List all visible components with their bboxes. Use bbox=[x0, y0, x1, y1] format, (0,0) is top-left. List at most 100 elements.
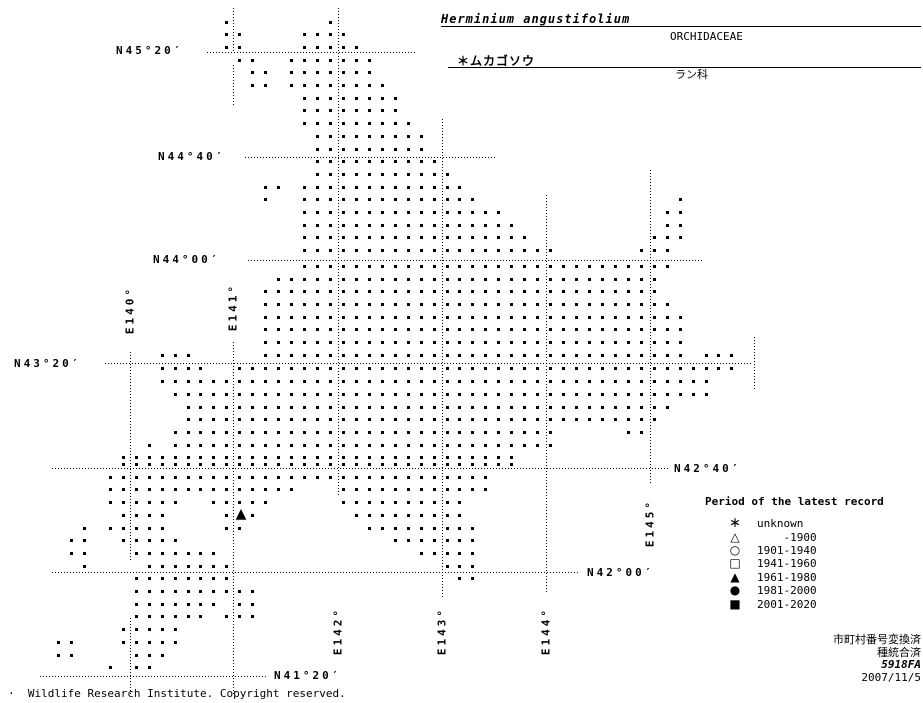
mesh-dot bbox=[290, 290, 294, 294]
mesh-dot bbox=[238, 33, 242, 37]
mesh-dot bbox=[316, 185, 319, 189]
mesh-dot bbox=[458, 513, 462, 517]
mesh-dot bbox=[575, 392, 578, 396]
legend-item-label: unknown bbox=[757, 517, 804, 531]
note-municipality-converted: 市町村番号変換済 bbox=[833, 633, 921, 646]
mesh-dot bbox=[212, 577, 216, 581]
mesh-dot bbox=[458, 367, 462, 371]
mesh-dot bbox=[419, 264, 423, 268]
mesh-dot bbox=[419, 341, 423, 344]
mesh-dot bbox=[367, 488, 371, 492]
mesh-dot bbox=[497, 211, 501, 214]
mesh-dot bbox=[575, 290, 578, 294]
mesh-dot bbox=[445, 277, 449, 281]
mesh-dot bbox=[367, 405, 371, 409]
mesh-dot bbox=[678, 367, 682, 371]
mesh-dot bbox=[316, 328, 319, 332]
mesh-dot bbox=[147, 456, 151, 460]
mesh-dot bbox=[199, 443, 203, 447]
mesh-dot bbox=[523, 405, 527, 409]
latitude-line bbox=[52, 572, 580, 573]
mesh-dot bbox=[82, 539, 86, 543]
mesh-dot bbox=[264, 380, 268, 384]
legend-item-label: 1941-1960 bbox=[757, 557, 817, 571]
mesh-dot bbox=[199, 463, 203, 466]
mesh-dot bbox=[328, 122, 332, 126]
mesh-dot bbox=[406, 539, 410, 543]
family-name-japanese: ラン科 bbox=[675, 68, 708, 81]
mesh-dot bbox=[341, 198, 345, 202]
mesh-dot bbox=[497, 443, 501, 447]
footer-notes: 市町村番号変換済 種統合済 5918FA 2007/11/5 bbox=[833, 633, 921, 684]
mesh-dot bbox=[212, 418, 216, 422]
mesh-dot bbox=[354, 236, 358, 240]
mesh-dot bbox=[290, 463, 294, 466]
mesh-dot bbox=[536, 405, 540, 409]
mesh-dot bbox=[393, 160, 397, 164]
mesh-dot bbox=[665, 341, 669, 344]
mesh-dot bbox=[626, 264, 630, 268]
mesh-dot bbox=[367, 198, 371, 202]
mesh-dot bbox=[393, 328, 397, 332]
mesh-dot bbox=[510, 277, 514, 281]
mesh-dot bbox=[341, 264, 345, 268]
mesh-dot bbox=[549, 418, 553, 422]
mesh-dot bbox=[613, 353, 617, 357]
mesh-dot bbox=[445, 353, 449, 357]
mesh-dot bbox=[160, 602, 164, 606]
mesh-dot bbox=[341, 456, 345, 460]
mesh-dot bbox=[303, 58, 307, 62]
mesh-dot bbox=[510, 463, 514, 466]
mesh-dot bbox=[419, 198, 423, 202]
mesh-dot bbox=[562, 341, 566, 344]
mesh-dot bbox=[354, 71, 358, 75]
mesh-dot bbox=[393, 463, 397, 466]
mesh-dot bbox=[367, 223, 371, 227]
mesh-dot bbox=[264, 418, 268, 422]
legend-item-label: 1981-2000 bbox=[757, 584, 817, 598]
mesh-dot bbox=[406, 236, 410, 240]
mesh-dot bbox=[328, 430, 332, 434]
mesh-dot bbox=[471, 392, 475, 396]
mesh-dot bbox=[678, 236, 682, 240]
mesh-dot bbox=[549, 380, 553, 384]
mesh-dot bbox=[484, 341, 488, 344]
mesh-dot bbox=[303, 475, 307, 479]
mesh-dot bbox=[316, 84, 319, 87]
mesh-dot bbox=[160, 463, 164, 466]
mesh-dot bbox=[549, 430, 553, 434]
mesh-dot bbox=[341, 367, 345, 371]
mesh-dot bbox=[419, 405, 423, 409]
mesh-dot bbox=[367, 513, 371, 517]
filled-circle-icon: ● bbox=[729, 583, 741, 598]
mesh-dot bbox=[419, 526, 423, 530]
mesh-dot bbox=[471, 418, 475, 422]
mesh-dot bbox=[432, 551, 436, 555]
mesh-dot bbox=[458, 341, 462, 344]
mesh-dot bbox=[238, 367, 242, 371]
mesh-dot bbox=[445, 475, 449, 479]
filled-triangle-icon: ▲ bbox=[730, 569, 740, 584]
mesh-dot bbox=[341, 109, 345, 113]
latitude-line bbox=[105, 363, 753, 364]
mesh-dot bbox=[341, 418, 345, 422]
mesh-dot bbox=[445, 302, 449, 306]
mesh-dot bbox=[419, 249, 423, 253]
mesh-dot bbox=[328, 463, 332, 466]
mesh-dot bbox=[393, 147, 397, 151]
mesh-dot bbox=[367, 134, 371, 138]
mesh-dot bbox=[380, 392, 384, 396]
mesh-dot bbox=[380, 380, 384, 384]
mesh-dot bbox=[147, 539, 151, 543]
mesh-dot bbox=[134, 513, 138, 517]
mesh-dot bbox=[290, 353, 294, 357]
mesh-dot bbox=[186, 353, 190, 357]
mesh-dot bbox=[665, 249, 669, 253]
mesh-dot bbox=[678, 198, 682, 202]
legend-title: Period of the latest record bbox=[705, 495, 884, 508]
mesh-dot bbox=[406, 211, 410, 214]
mesh-dot bbox=[277, 443, 281, 447]
mesh-dot bbox=[432, 456, 436, 460]
mesh-dot bbox=[212, 405, 216, 409]
mesh-dot bbox=[600, 418, 604, 422]
